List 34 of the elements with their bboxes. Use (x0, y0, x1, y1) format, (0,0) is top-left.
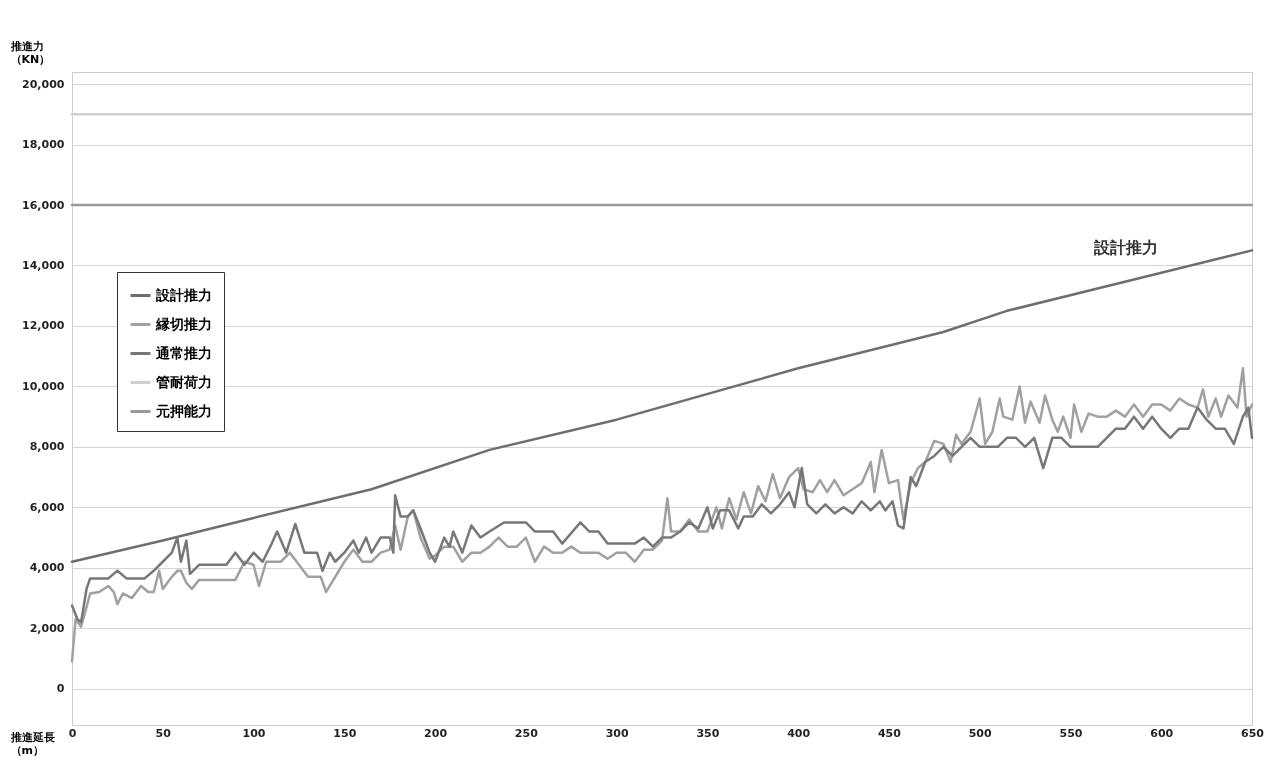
x-tick-label: 50 (155, 726, 172, 740)
x-tick-label: 400 (787, 726, 811, 740)
legend-label: 縁切推力 (155, 315, 212, 332)
legend-label: 元押能力 (155, 402, 212, 419)
y-tick-label: 10,000 (22, 379, 65, 393)
legend-label: 設計推力 (155, 286, 212, 303)
y-tick-label: 14,000 (22, 258, 65, 272)
x-tick-label: 500 (968, 726, 993, 740)
line-series (70, 367, 1254, 663)
x-tick-label: 250 (514, 726, 539, 740)
y-tick-label: 4,000 (29, 561, 65, 575)
x-tick-label: 550 (1059, 726, 1083, 740)
legend-label: 管耐荷力 (155, 373, 212, 390)
legend-label: 通常推力 (155, 344, 212, 361)
y-tick-label: 18,000 (22, 138, 65, 152)
y-tick-label: 20,000 (22, 77, 65, 91)
x-tick-label: 650 (1241, 726, 1265, 740)
y-tick-label: 12,000 (22, 319, 65, 333)
x-tick-label: 350 (696, 726, 720, 740)
x-tick-label: 450 (877, 726, 902, 740)
y-tick-label: 6,000 (29, 500, 65, 514)
y-tick-label: 0 (56, 682, 65, 696)
annotation: 設計推力 (1092, 238, 1158, 258)
y-tick-label: 16,000 (22, 198, 65, 212)
y-axis-title: 推進力（KN） (9, 39, 51, 66)
y-tick-label: 2,000 (29, 621, 65, 635)
x-tick-label: 300 (605, 726, 629, 740)
x-tick-label: 600 (1150, 726, 1174, 740)
x-axis-title: 推進延長（m） (9, 730, 55, 757)
x-tick-label: 0 (68, 726, 77, 740)
x-tick-label: 150 (333, 726, 357, 740)
x-tick-label: 100 (242, 726, 266, 740)
y-tick-label: 8,000 (29, 440, 65, 454)
x-tick-label: 200 (424, 726, 448, 740)
